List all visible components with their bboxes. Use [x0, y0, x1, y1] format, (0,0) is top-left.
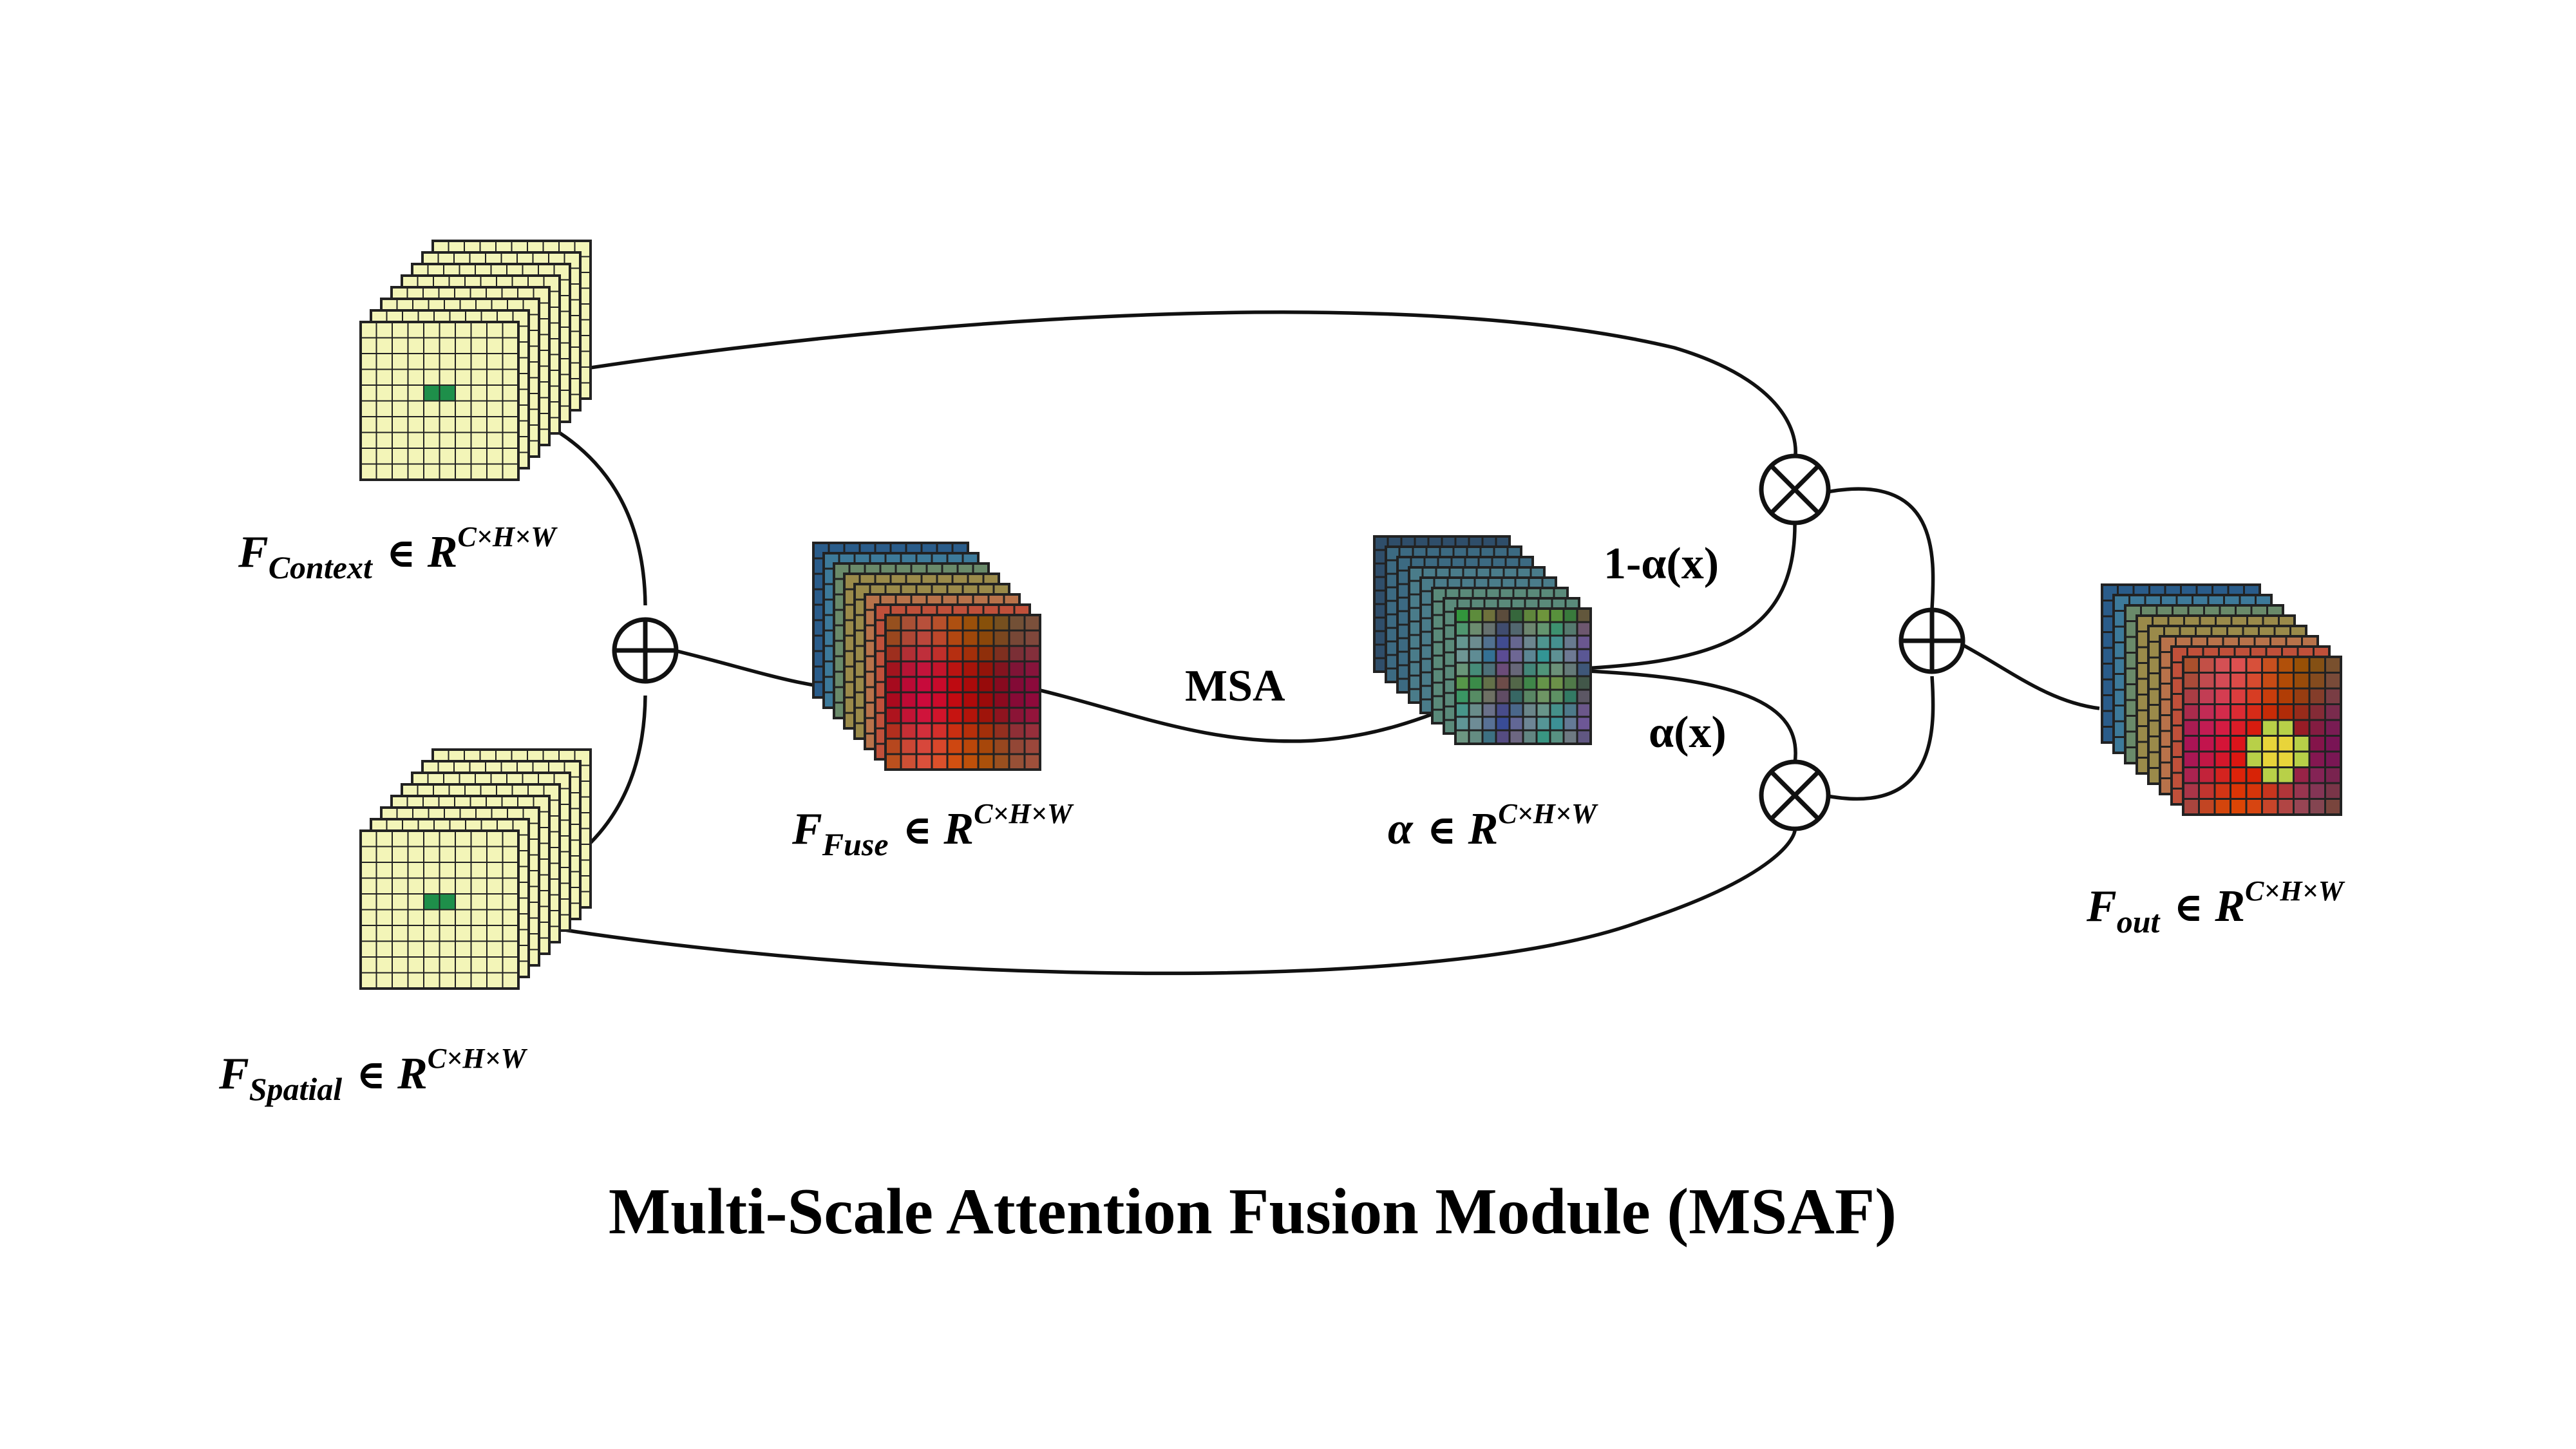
diagram-title: Multi-Scale Attention Fusion Module (MSA…	[609, 1175, 1897, 1248]
wire-add-to-output	[1960, 642, 2100, 710]
fuse-feature-stack	[812, 542, 1041, 771]
label-alpha: α ∈ RC×H×W	[1388, 798, 1598, 854]
feature-map-layer	[2182, 656, 2342, 816]
wire-mult-top-to-add	[1823, 487, 1935, 609]
label-spatial: FSpatial ∈ RC×H×W	[218, 1043, 528, 1107]
label-context: FContext ∈ RC×H×W	[238, 521, 558, 585]
feature-map-layer	[359, 829, 520, 990]
feature-map-stacks	[359, 240, 2342, 990]
label-alpha-x: α(x)	[1649, 708, 1727, 757]
wire-alpha-to-mult-top	[1558, 520, 1797, 672]
wire-spatial-to-mult-bottom	[444, 827, 1797, 976]
plus-circle-icon	[1899, 607, 1965, 674]
plus-circle-icon	[612, 617, 679, 684]
feature-map-layer	[359, 321, 520, 481]
label-one-minus-alpha: 1-α(x)	[1604, 539, 1719, 589]
feature-map-layer	[1454, 607, 1592, 745]
feature-map-layer	[884, 614, 1041, 771]
connection-wires	[444, 310, 2100, 976]
label-fuse: FFuse ∈ RC×H×W	[791, 798, 1074, 862]
wire-mult-bottom-to-add	[1823, 676, 1935, 801]
wire-context-to-mult-top	[444, 310, 1797, 459]
wire-alpha-to-mult-bottom	[1558, 668, 1797, 764]
tensor-labels: FContext ∈ RC×H×W FSpatial ∈ RC×H×W FFuse ∈ RC…	[218, 521, 2345, 1107]
output-feature-stack	[2101, 583, 2342, 816]
spatial-feature-stack	[359, 748, 592, 990]
times-circle-icon	[1759, 759, 1831, 831]
context-feature-stack	[359, 240, 592, 481]
operator-nodes	[612, 453, 1965, 831]
operation-labels: MSA 1-α(x) α(x)	[1185, 539, 1727, 757]
times-circle-icon	[1759, 453, 1831, 526]
label-out: Fout ∈ RC×H×W	[2086, 875, 2345, 940]
label-msa: MSA	[1185, 661, 1285, 711]
alpha-feature-stack	[1373, 535, 1592, 745]
